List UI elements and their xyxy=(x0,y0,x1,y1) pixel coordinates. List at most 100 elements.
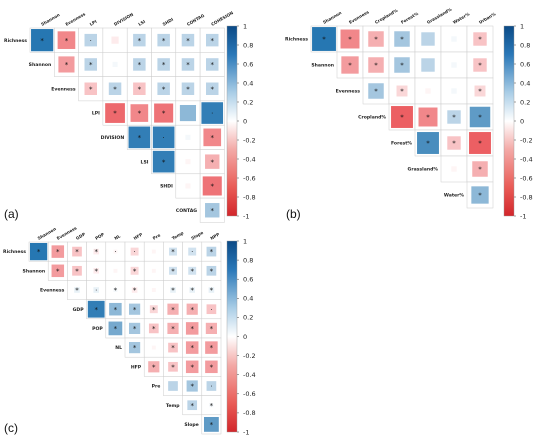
row-label: LSI xyxy=(141,159,149,165)
row-label: Shannon xyxy=(23,268,46,274)
colorbar-tick-label: 0.8 xyxy=(243,256,253,264)
significance-mark: * xyxy=(322,36,326,44)
significance-mark: * xyxy=(89,61,93,69)
significance-mark: * xyxy=(186,61,190,69)
colorbar-tick-label: 0 xyxy=(243,333,247,341)
row-label: Evenness xyxy=(40,288,65,294)
correlation-cell xyxy=(474,85,486,97)
significance-mark: * xyxy=(190,363,194,371)
correlation-cell xyxy=(58,56,75,73)
correlation-cell xyxy=(148,323,159,334)
correlation-cell xyxy=(203,128,222,147)
correlation-cell xyxy=(368,57,384,73)
row-label: GDP xyxy=(73,307,85,313)
significance-mark: * xyxy=(210,402,214,410)
significance-mark: * xyxy=(56,267,60,275)
significance-mark: * xyxy=(211,37,215,45)
correlation-cell xyxy=(167,303,179,315)
colorbar-tick-label: 0.2 xyxy=(243,314,253,322)
significance-mark: * xyxy=(348,36,352,44)
correlation-cell xyxy=(93,268,99,274)
colorbar-tick-label: 0.6 xyxy=(243,276,253,284)
significance-mark: * xyxy=(114,287,118,295)
correlation-cell xyxy=(188,266,197,275)
correlation-cell xyxy=(418,107,438,127)
significance-mark: * xyxy=(171,306,175,314)
col-label: Evenness xyxy=(56,225,78,241)
correlation-cell xyxy=(179,104,197,122)
significance-mark: * xyxy=(162,85,166,93)
significance-mark: * xyxy=(138,134,142,142)
colorbar-tick-label: -0.8 xyxy=(243,193,256,201)
correlation-cell xyxy=(181,82,195,95)
colorbar-tick-label: 1 xyxy=(520,22,524,30)
correlation-cell xyxy=(451,166,457,172)
row-label: Shannon xyxy=(311,63,334,69)
correlation-cell xyxy=(394,57,410,73)
significance-mark: * xyxy=(133,287,137,295)
significance-mark: * xyxy=(478,114,482,122)
significance-mark: * xyxy=(210,287,214,295)
colorbar-tick-label: 0.4 xyxy=(243,79,253,87)
correlation-cell xyxy=(130,104,149,122)
correlation-cell xyxy=(471,186,489,204)
correlation-cell xyxy=(170,287,176,293)
panel-tag: (c) xyxy=(4,421,18,435)
row-label: Shannon xyxy=(29,62,52,68)
correlation-cell xyxy=(394,31,410,47)
col-label: GDP xyxy=(75,232,86,241)
colorbar-tick-label: -0.6 xyxy=(243,390,256,398)
significance-mark: * xyxy=(348,62,352,70)
correlation-cell xyxy=(168,381,178,391)
correlation-cell xyxy=(130,247,139,256)
correlation-cell xyxy=(447,110,461,124)
row-label: Evenness xyxy=(51,86,76,92)
significance-mark: * xyxy=(133,325,137,333)
significance-mark: * xyxy=(400,88,404,96)
correlation-cell xyxy=(157,82,170,95)
colorbar-tick-label: -0.2 xyxy=(520,136,533,144)
correlation-cell xyxy=(133,58,146,71)
significance-mark: * xyxy=(478,166,482,174)
row-label: HFP xyxy=(131,364,142,370)
correlation-cell xyxy=(206,246,217,257)
correlation-cell xyxy=(425,88,431,94)
correlation-cell xyxy=(167,322,179,334)
colorbar-tick-label: 0.6 xyxy=(520,60,530,68)
correlation-cell xyxy=(206,265,217,276)
row-label: NL xyxy=(115,345,122,351)
significance-mark: * xyxy=(190,325,194,333)
significance-mark: * xyxy=(374,36,378,44)
correlation-cell xyxy=(341,56,359,74)
significance-mark: * xyxy=(210,325,214,333)
colorbar-tick-label: -0.4 xyxy=(243,371,256,379)
significance-mark: · xyxy=(114,248,116,256)
correlation-cell xyxy=(112,61,118,67)
significance-mark: * xyxy=(211,207,215,215)
row-label: Slope xyxy=(184,422,198,428)
correlation-cell xyxy=(51,245,65,258)
correlation-cell xyxy=(74,287,80,293)
col-label: LSI xyxy=(137,19,146,27)
row-label: Cropland% xyxy=(358,115,386,121)
col-label: Temp xyxy=(171,230,184,241)
significance-mark: * xyxy=(152,325,156,333)
correlation-cell xyxy=(51,264,65,278)
significance-mark: · xyxy=(163,134,165,142)
significance-mark: * xyxy=(478,140,482,148)
correlation-cell xyxy=(151,345,156,350)
significance-mark: * xyxy=(210,421,214,429)
correlation-cell xyxy=(421,32,435,46)
correlation-cell xyxy=(206,33,219,47)
correlation-cell xyxy=(154,103,174,123)
significance-mark: * xyxy=(211,158,215,166)
correlation-cell xyxy=(152,126,175,149)
significance-mark: * xyxy=(211,134,215,142)
row-label: LPI xyxy=(92,111,100,117)
colorbar-tick-label: -0.6 xyxy=(520,174,533,182)
correlation-cell xyxy=(113,288,118,292)
col-label: COHESION xyxy=(210,10,234,27)
correlation-cell xyxy=(205,322,217,334)
significance-mark: * xyxy=(171,248,175,256)
correlation-cell xyxy=(201,102,224,124)
